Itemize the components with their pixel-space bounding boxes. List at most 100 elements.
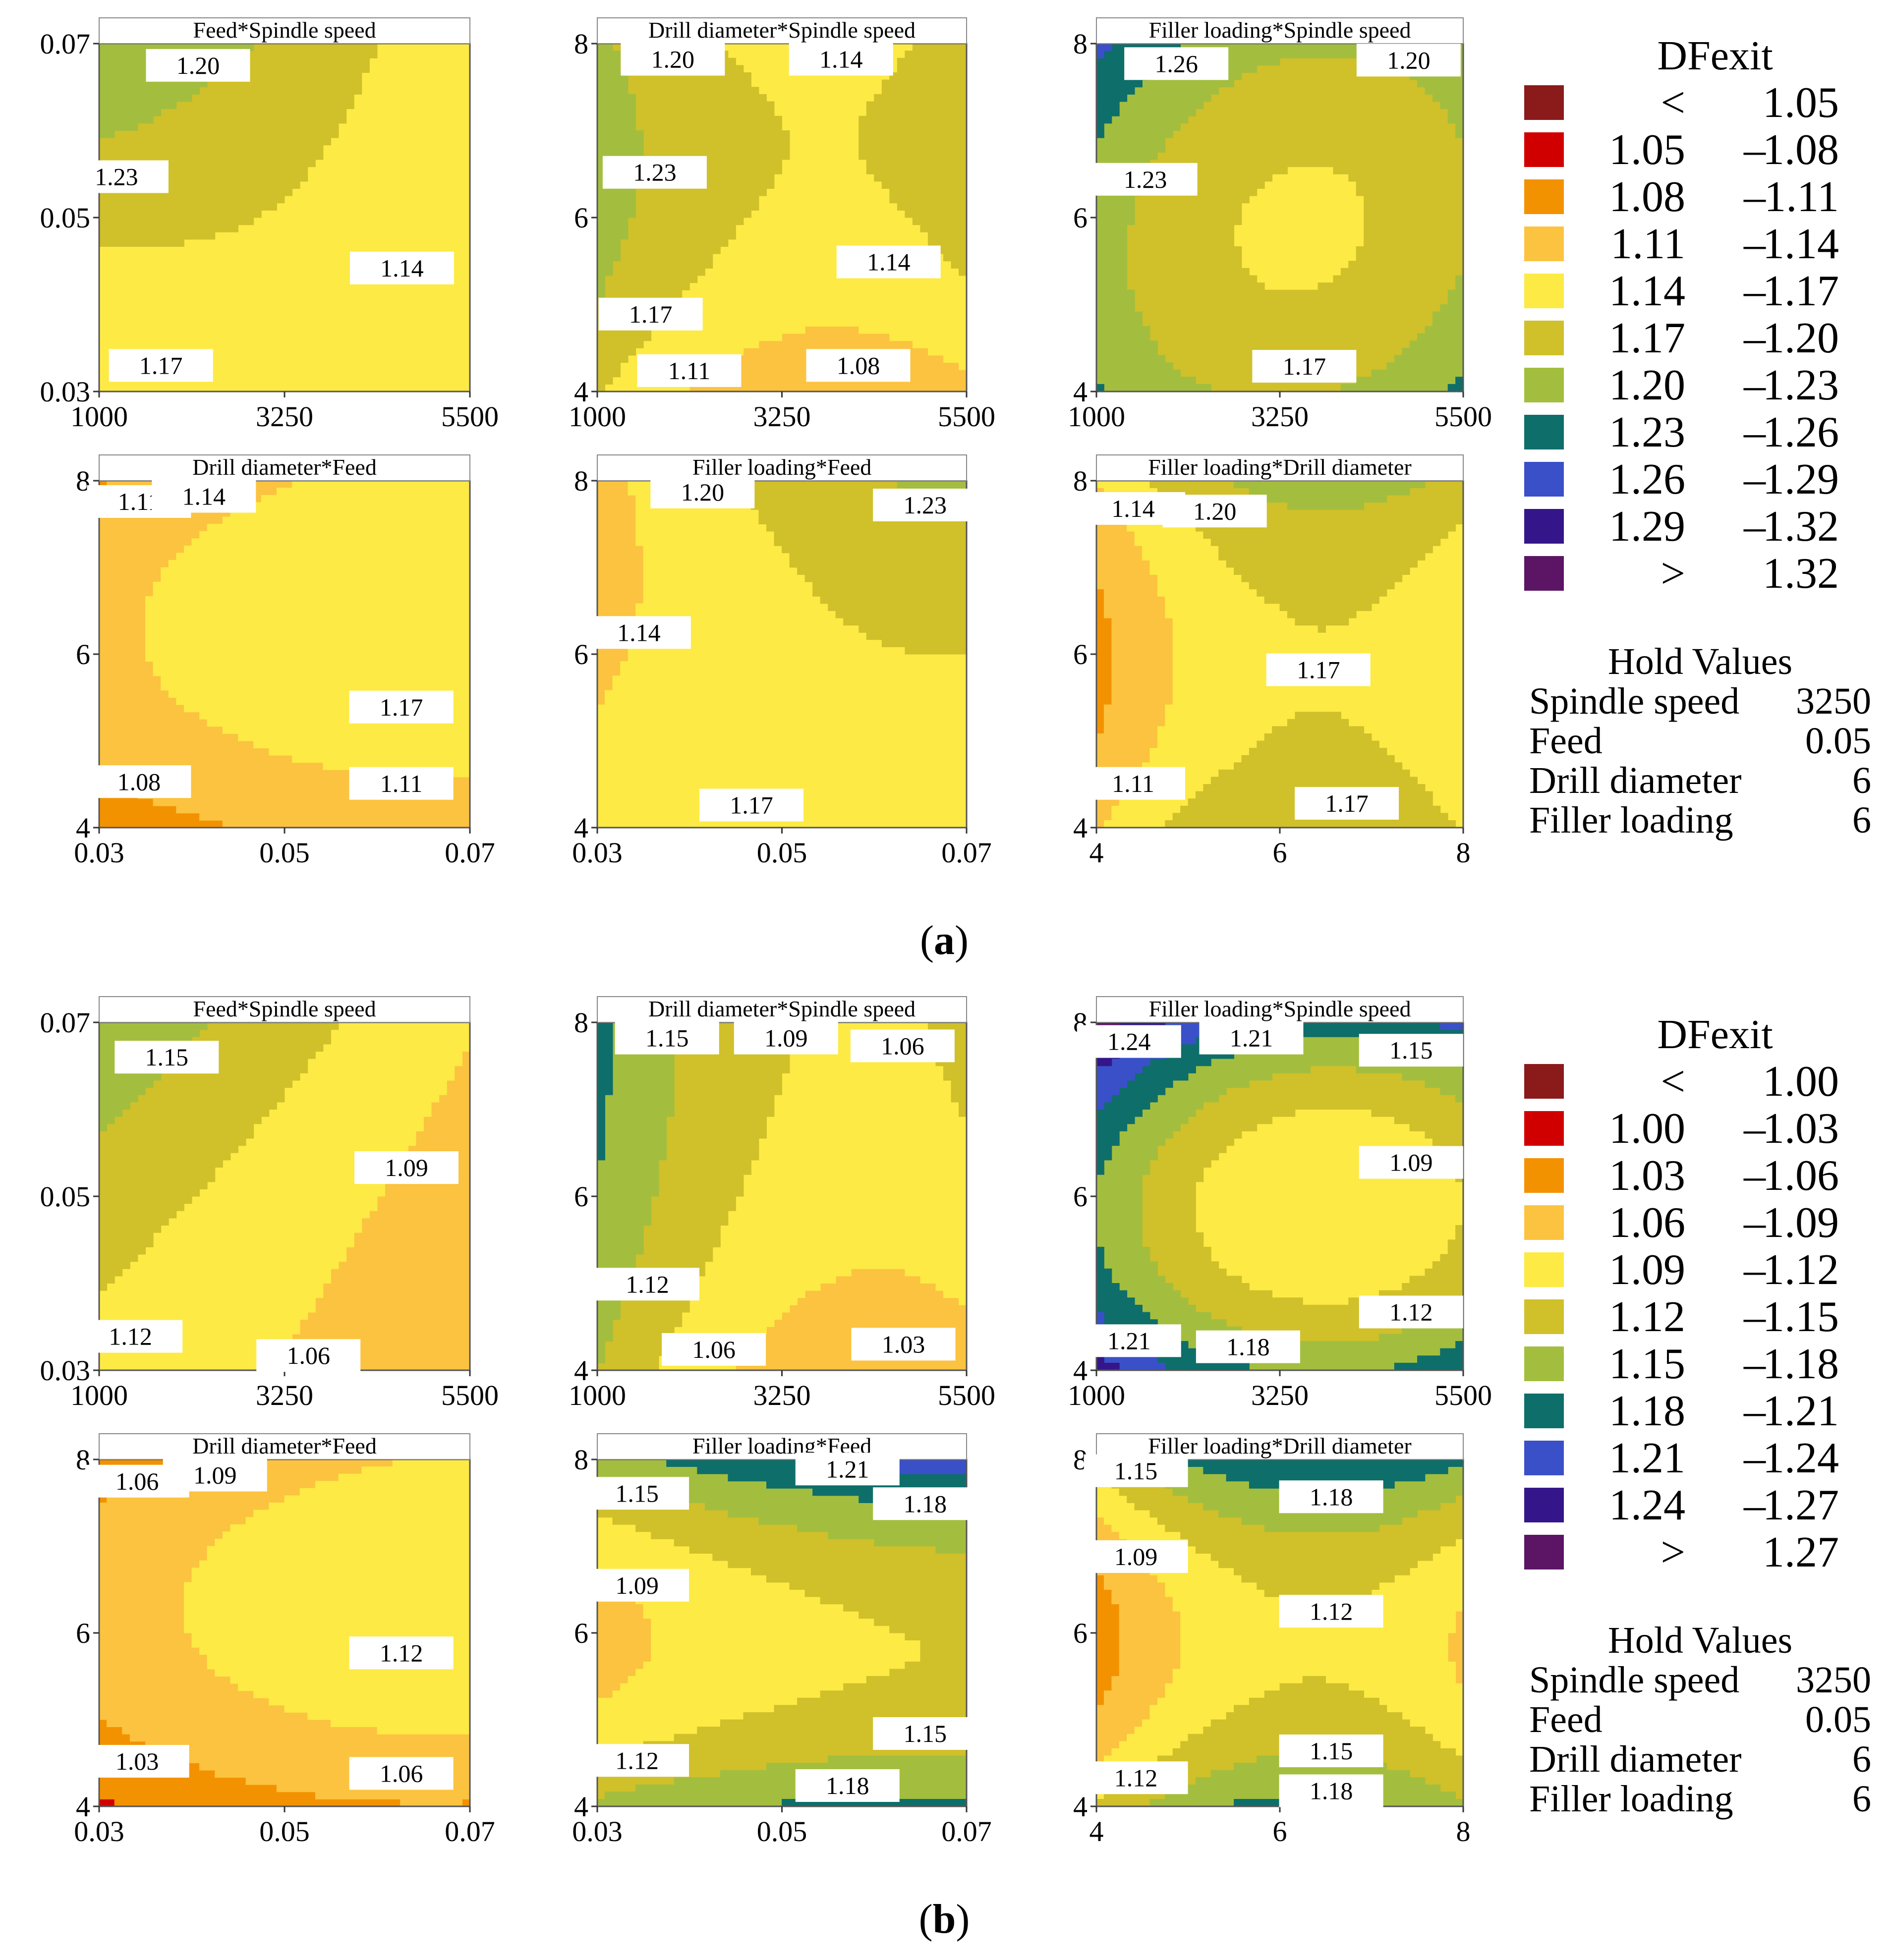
legend-low: < [1661,1058,1685,1106]
legend-item: 1.08 –1.11 [1524,173,1839,221]
panel-title: Filler loading*Drill diameter [1148,454,1411,480]
x-tick-label: 5500 [441,400,499,433]
y-tick-label: 6 [76,1617,90,1649]
legend-high: 1.00 [1763,1058,1839,1106]
contour-label: 1.15 [585,1477,689,1510]
y-tick-label: 4 [1073,812,1088,844]
panel-title: Filler loading*Spindle speed [1149,996,1411,1021]
legend-item: <1.05 [1524,79,1839,127]
hold-value-number: 6 [1852,799,1871,841]
contour-label-box [615,1021,719,1055]
hold-value-name: Filler loading [1529,1778,1733,1820]
legend-item: 1.14 –1.17 [1524,267,1839,315]
legend-low: < [1661,79,1685,127]
contour-label: 1.03 [85,1745,189,1778]
contour-label-box [1279,1480,1383,1513]
x-tick-label: 0.07 [941,837,992,869]
panel-title-box [1096,996,1464,1023]
hold-value-name: Spindle speed [1529,680,1739,722]
x-tick-label: 5500 [1434,1379,1492,1411]
legend-dash: – [1743,220,1766,268]
legend-high: 1.32 [1763,503,1839,551]
legend-swatch [1524,368,1564,402]
contour-label: 1.12 [1359,1295,1463,1329]
y-tick-label: 8 [574,28,588,60]
legend-swatch [1524,1441,1564,1475]
contour-label-box [1199,1021,1304,1055]
legend-swatch [1524,274,1564,308]
hold-value-number: 0.05 [1805,720,1871,762]
legend-low: 1.23 [1609,408,1685,456]
contour-label-box [1084,1761,1188,1794]
contour-label: 1.12 [585,1744,689,1777]
hold-value-number: 3250 [1796,680,1871,722]
legend-high: 1.12 [1763,1246,1839,1294]
contour-label-box [152,480,256,513]
contour-label-text: 1.18 [1310,1777,1353,1805]
contour-label-text: 1.09 [1389,1149,1433,1176]
y-tick-label: 6 [1073,1180,1088,1213]
contour-band [1195,1109,1464,1305]
contour-label-text: 1.21 [826,1455,869,1483]
contour-label: 1.21 [1077,1324,1181,1357]
contour-label-box [662,1333,766,1366]
y-tick-label: 0.07 [40,28,91,60]
legend-high: 1.05 [1763,79,1839,127]
legend-low: 1.20 [1609,361,1685,409]
contour-label: 1.12 [595,1268,699,1301]
legend-high: 1.15 [1763,1293,1839,1341]
contour-label-text: 1.24 [1107,1028,1151,1056]
contour-label-text: 1.11 [668,357,711,385]
legend-low: 1.17 [1609,314,1685,362]
contour-label: 1.21 [1199,1021,1304,1055]
contour-label-box [1295,787,1399,820]
contour-label: 1.20 [146,49,250,82]
contour-label-box [873,489,977,521]
legend-low: 1.09 [1609,1246,1685,1294]
contour-label: 1.08 [87,765,191,798]
contour-label-box [851,1328,956,1361]
contour-label-text: 1.17 [629,300,673,328]
contour-label: 1.12 [1279,1595,1383,1628]
y-tick-label: 0.05 [40,1180,91,1213]
legend-high: 1.06 [1763,1152,1839,1200]
y-tick-label: 4 [1073,376,1088,408]
contour-label: 1.09 [734,1021,838,1055]
contour-label: 1.23 [873,489,977,521]
hold-value-number: 6 [1852,1738,1871,1780]
contour-label-text: 1.14 [819,46,863,73]
legend-high: 1.32 [1763,550,1839,598]
legend-dash: – [1743,173,1766,221]
legend-low: 1.00 [1609,1105,1685,1153]
legend-dash: – [1743,1340,1766,1388]
legend-swatch [1524,85,1564,120]
legend-dash: – [1743,1246,1766,1294]
legend-dash: – [1743,1152,1766,1200]
contour-label-text: 1.09 [764,1024,808,1052]
legend-item: 1.20 –1.23 [1524,361,1839,409]
contour-label-box [621,43,725,76]
legend-high: 1.20 [1763,314,1839,362]
legend: DFexit< 1.051.05 –1.081.08 –1.111.11 –1.141.… [1524,33,1839,598]
contour-label-text: 1.12 [1114,1764,1158,1792]
contour-label-text: 1.11 [380,770,423,797]
panel-title-box [99,996,470,1023]
panel-title-box [597,17,967,44]
contour-label: 1.15 [615,1021,719,1055]
contour-label-box [1279,1735,1383,1767]
contour-label: 1.23 [602,156,707,189]
contour-label: 1.15 [1279,1735,1383,1767]
legend-low: > [1661,1528,1685,1576]
legend-title: DFexit [1657,33,1773,79]
contour-label-box [1279,1774,1383,1807]
legend-item: 1.29 –1.32 [1524,503,1839,551]
contour-label-box [850,1029,955,1063]
x-tick-label: 1000 [1068,1379,1125,1411]
contour-label: 1.23 [64,160,169,193]
contour-label-text: 1.12 [615,1746,659,1774]
y-tick-label: 4 [1073,1791,1088,1823]
contour-label-box [795,1769,900,1802]
contour-label: 1.11 [1081,767,1185,800]
y-tick-label: 6 [574,202,588,234]
